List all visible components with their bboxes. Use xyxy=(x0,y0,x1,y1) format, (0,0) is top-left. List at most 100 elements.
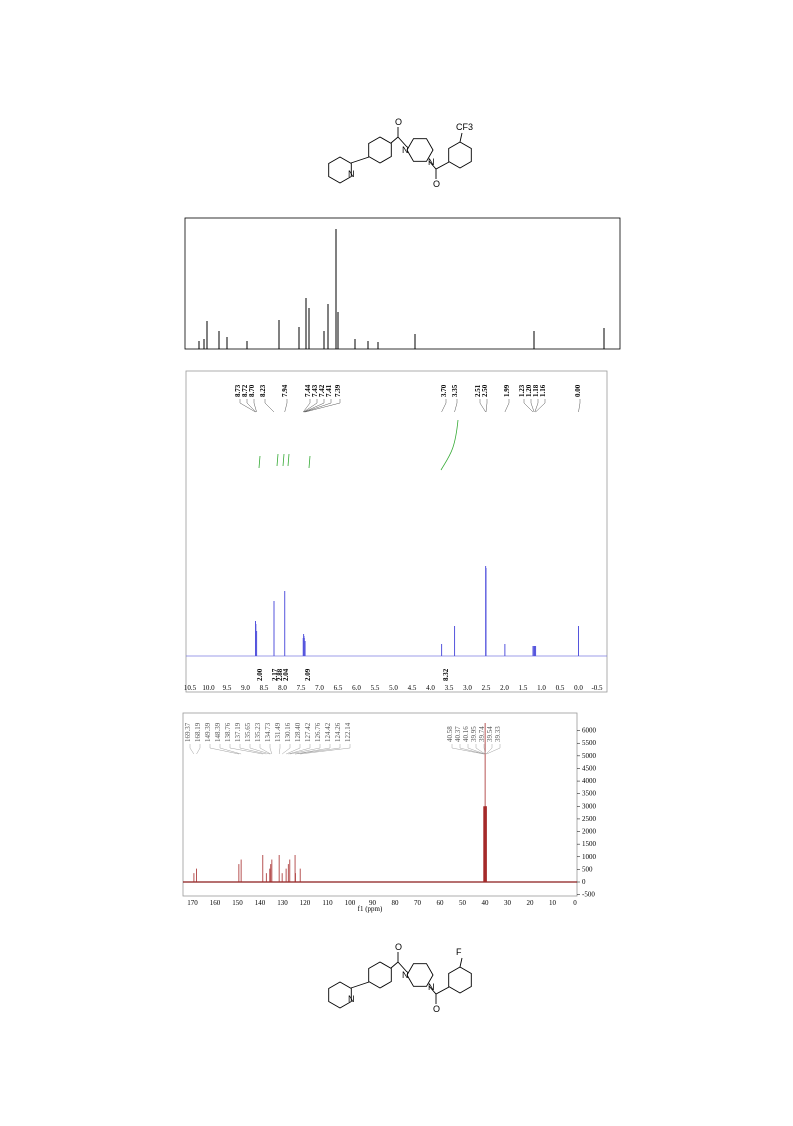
peak-connector xyxy=(479,399,486,413)
x-tick-label: 9.0 xyxy=(241,684,250,692)
x-tick-label: 110 xyxy=(322,899,333,907)
peak-connector xyxy=(305,399,341,413)
peak-label: 1.16 xyxy=(539,384,547,397)
peak-label: 2.51 xyxy=(474,384,482,397)
peak-connector xyxy=(483,744,486,755)
x-tick-label: 1.0 xyxy=(537,684,546,692)
peak-connector xyxy=(196,744,201,755)
x-tick-label: 5.0 xyxy=(389,684,398,692)
y-tick-label: 6000 xyxy=(582,727,597,735)
atom-o: O xyxy=(395,942,402,952)
peak-label: 7.44 xyxy=(304,384,312,397)
y-tick-label: 2500 xyxy=(582,815,597,823)
peak-label: 1.20 xyxy=(525,384,533,397)
integral-curve xyxy=(440,419,459,471)
peak-label: 39.33 xyxy=(494,726,502,742)
y-tick-label: 4000 xyxy=(582,777,597,785)
peak-label: 128.40 xyxy=(294,722,302,742)
peak-label: 130.16 xyxy=(284,722,292,742)
x-tick-label: 0 xyxy=(573,899,577,907)
x-tick-label: 120 xyxy=(300,899,311,907)
atom-n: N xyxy=(348,169,355,179)
peak-label: 124.42 xyxy=(324,722,332,742)
peak-connector xyxy=(467,744,485,755)
peak-label: 7.42 xyxy=(318,384,326,397)
peak-label: 126.76 xyxy=(314,722,322,742)
peak-label: 169.37 xyxy=(184,722,192,742)
x-tick-label: 10.0 xyxy=(202,684,215,692)
x-tick-label: 9.5 xyxy=(223,684,232,692)
peak-label: 137.19 xyxy=(234,722,242,742)
x-tick-label: 7.5 xyxy=(297,684,306,692)
atom-n: N xyxy=(428,982,435,992)
integral-label: 8.32 xyxy=(442,668,450,681)
atom-substituent: F xyxy=(456,947,462,957)
y-tick-label: 5500 xyxy=(582,739,597,747)
peak-connector xyxy=(246,399,257,413)
x-tick-label: 1.5 xyxy=(519,684,528,692)
ring xyxy=(406,138,434,162)
y-tick-label: 1000 xyxy=(582,853,597,861)
peak-connector xyxy=(485,744,493,755)
y-tick-label: 1500 xyxy=(582,840,597,848)
ring xyxy=(368,136,392,164)
x-tick-label: 2.0 xyxy=(500,684,509,692)
peak-connector xyxy=(303,399,318,413)
x-tick-label: 50 xyxy=(459,899,467,907)
x-tick-label: 40 xyxy=(482,899,490,907)
peak-label: 2.50 xyxy=(481,384,489,397)
peak-label: 39.95 xyxy=(470,726,478,742)
peak-label: 8.73 xyxy=(234,384,242,397)
peak-connector xyxy=(209,744,239,755)
ring xyxy=(448,141,472,169)
peak-connector xyxy=(486,744,501,755)
integral-label: 2.88 xyxy=(276,668,284,681)
overview-spectrum xyxy=(198,229,605,349)
x-tick-label: 140 xyxy=(255,899,266,907)
peak-label: 7.39 xyxy=(334,384,342,397)
peak-connector xyxy=(578,399,581,413)
ring xyxy=(328,156,352,184)
x-tick-label: -0.5 xyxy=(591,684,603,692)
y-tick-label: 3500 xyxy=(582,790,597,798)
atom-n: N xyxy=(428,157,435,167)
c-nmr-frame xyxy=(182,712,578,897)
y-tick-label: 4500 xyxy=(582,764,597,772)
atom-o: O xyxy=(433,179,440,189)
x-tick-label: 0.0 xyxy=(574,684,583,692)
peak-label: 0.00 xyxy=(574,384,582,397)
y-tick-label: 2000 xyxy=(582,828,597,836)
x-tick-label: 4.0 xyxy=(426,684,435,692)
peak-label: 7.43 xyxy=(311,384,319,397)
peak-connector xyxy=(300,744,351,755)
peak-connector xyxy=(523,399,534,413)
peak-connector xyxy=(534,399,539,413)
atom-substituent: CF3 xyxy=(456,122,473,132)
peak-label: 40.16 xyxy=(462,726,470,742)
peak-connector xyxy=(284,399,288,413)
peak-connector xyxy=(278,744,281,755)
x-tick-label: 5.5 xyxy=(371,684,380,692)
peak-label: 3.70 xyxy=(440,384,448,397)
peak-connector xyxy=(303,399,325,413)
peak-connector xyxy=(485,399,488,413)
y-tick-label: 3000 xyxy=(582,802,597,810)
x-axis-title: f1 (ppm) xyxy=(358,905,383,913)
peak-label: 124.26 xyxy=(334,722,342,742)
ring xyxy=(368,961,392,989)
structure-2: O N N O N F xyxy=(328,942,472,1014)
peak-label: 1.23 xyxy=(518,384,526,397)
x-tick-label: 130 xyxy=(277,899,288,907)
x-tick-label: 90 xyxy=(369,899,377,907)
peak-connector xyxy=(451,744,484,755)
peak-label: 127.42 xyxy=(304,722,312,742)
peak-connector xyxy=(459,744,485,755)
atom-n: N xyxy=(348,994,355,1004)
peak-label: 40.58 xyxy=(446,726,454,742)
x-tick-label: 160 xyxy=(210,899,221,907)
bond xyxy=(350,127,463,179)
atom-o: O xyxy=(433,1004,440,1014)
ring xyxy=(448,966,472,994)
peak-connector xyxy=(286,744,301,755)
